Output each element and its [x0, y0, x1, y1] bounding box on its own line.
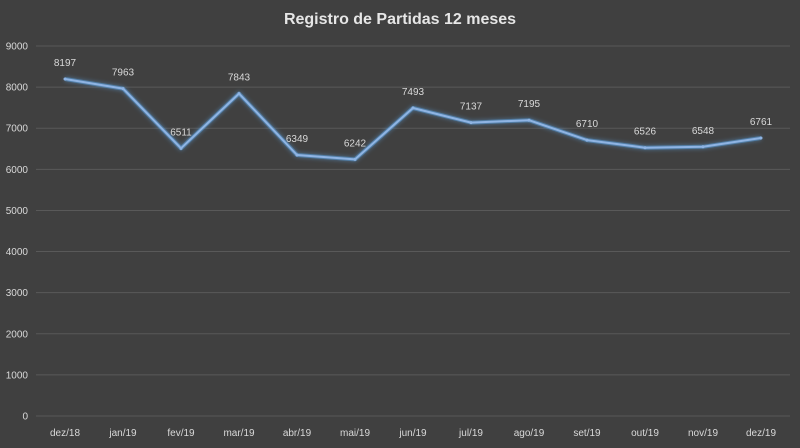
data-point — [121, 87, 125, 91]
data-label: 6710 — [576, 119, 599, 130]
y-tick-label: 4000 — [6, 247, 29, 258]
y-axis-ticks: 0 1000 2000 3000 4000 5000 6000 7000 8000 9000 — [6, 42, 29, 423]
x-tick-label: ago/19 — [514, 428, 545, 439]
chart-title: Registro de Partidas 12 meses — [284, 11, 516, 28]
data-label: 7843 — [228, 73, 251, 84]
y-tick-label: 2000 — [6, 329, 29, 340]
data-point — [179, 146, 183, 150]
data-label: 6511 — [170, 127, 192, 138]
x-tick-label: nov/19 — [688, 428, 718, 439]
x-tick-label: dez/19 — [746, 428, 776, 439]
data-label: 7137 — [460, 102, 483, 113]
x-tick-label: out/19 — [631, 428, 659, 439]
x-tick-label: mai/19 — [340, 428, 370, 439]
data-point — [469, 121, 473, 125]
data-point — [353, 157, 357, 161]
y-tick-label: 3000 — [6, 288, 29, 299]
data-label: 6242 — [344, 138, 367, 149]
y-tick-label: 8000 — [6, 83, 29, 94]
y-tick-label: 9000 — [6, 42, 29, 53]
data-label: 7195 — [518, 99, 541, 110]
x-tick-label: jan/19 — [108, 428, 137, 439]
series-line-layer — [63, 77, 763, 162]
x-tick-label: mar/19 — [223, 428, 255, 439]
x-tick-label: set/19 — [573, 428, 601, 439]
data-point — [63, 77, 67, 81]
gridlines — [36, 45, 790, 417]
data-point — [411, 106, 415, 110]
data-label: 8197 — [54, 58, 77, 69]
x-tick-label: dez/18 — [50, 428, 80, 439]
data-point — [237, 92, 241, 96]
x-tick-label: fev/19 — [167, 428, 195, 439]
y-tick-label: 6000 — [6, 165, 29, 176]
data-labels: 8197 7963 6511 7843 6349 6242 7493 7137 7195 6710… — [54, 58, 773, 149]
data-label: 6548 — [692, 126, 715, 137]
data-point — [643, 146, 647, 150]
data-point — [759, 136, 763, 140]
data-label: 7493 — [402, 87, 425, 98]
y-tick-label: 7000 — [6, 124, 29, 135]
data-label: 7963 — [112, 68, 135, 79]
y-tick-label: 1000 — [6, 370, 29, 381]
x-tick-label: jul/19 — [458, 428, 483, 439]
data-point — [585, 138, 589, 142]
x-axis-ticks: dez/18 jan/19 fev/19 mar/19 abr/19 mai/19 jun/… — [50, 428, 776, 439]
data-point — [295, 153, 299, 157]
x-tick-label: jun/19 — [398, 428, 427, 439]
data-label: 6526 — [634, 127, 657, 138]
data-label: 6761 — [750, 117, 773, 128]
data-point — [701, 145, 705, 149]
x-tick-label: abr/19 — [283, 428, 312, 439]
y-tick-label: 5000 — [6, 206, 29, 217]
data-point — [527, 118, 531, 122]
y-tick-label: 0 — [22, 412, 28, 423]
data-label: 6349 — [286, 134, 309, 145]
